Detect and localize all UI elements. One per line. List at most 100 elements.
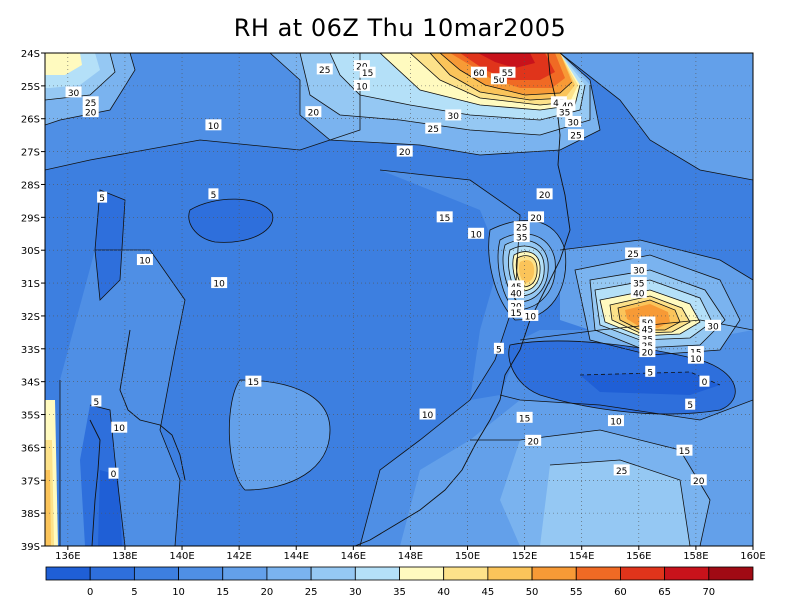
contour-label-bg	[91, 395, 102, 407]
colorbar-swatch	[531, 566, 577, 581]
contour-label-text: 45	[642, 326, 653, 336]
lat-tick-label: 34S	[21, 378, 40, 389]
contour-label-bg	[559, 99, 576, 111]
colorbar-label: 40	[437, 587, 450, 598]
contour-label-bg	[550, 96, 567, 108]
contour-label-text: 15	[248, 378, 259, 388]
contour-label: 15	[516, 411, 533, 424]
contour-label-bg	[516, 411, 533, 423]
lat-tick-label: 35S	[21, 411, 40, 422]
contour-label: 30	[705, 319, 722, 332]
contour-label-bg	[245, 375, 262, 387]
contour-label-text: 20	[308, 109, 320, 119]
colorbar-label: 25	[305, 587, 318, 598]
contour-label: 50	[490, 73, 507, 86]
contour-label-bg	[508, 280, 525, 292]
colorbar-swatch	[664, 566, 710, 581]
contour-label-text: 30	[707, 322, 719, 332]
contour-label-text: 30	[633, 266, 645, 276]
contour-label-bg	[690, 474, 707, 486]
contour-label: 45	[550, 96, 567, 109]
contour-label-bg	[513, 221, 530, 233]
contour-label-text: 35	[633, 280, 644, 290]
contour-label-bg	[97, 191, 108, 203]
contour-label-text: 10	[525, 312, 537, 322]
contour-label: 30	[65, 86, 82, 99]
contour-label-bg	[625, 247, 642, 259]
contour-label: 35	[513, 231, 530, 244]
contour-label: 10	[111, 421, 128, 434]
contour-label: 5	[685, 398, 696, 411]
lon-tick-label: 150E	[455, 551, 480, 562]
contour-label-text: 10	[610, 418, 622, 428]
contour-label: 25	[513, 221, 530, 234]
contour-label-bg	[419, 408, 436, 420]
contour-label-bg	[445, 109, 462, 121]
contour-label: 15	[676, 444, 693, 457]
contour-label-bg	[396, 145, 413, 157]
contour-label-bg	[705, 319, 722, 331]
contour-label-bg	[359, 66, 376, 78]
colorbar-label: 45	[482, 587, 495, 598]
map-frame	[44, 52, 754, 547]
contour-label-bg	[522, 309, 539, 321]
contour-label-bg	[556, 106, 573, 118]
contour-label-text: 15	[519, 414, 530, 424]
contour-label-bg	[536, 188, 553, 200]
lon-tick-label: 148E	[398, 551, 423, 562]
colorbar-label: 30	[349, 587, 362, 598]
contour-label: 15	[245, 375, 262, 388]
contour-label-text: 35	[516, 234, 527, 244]
lon-tick-label: 156E	[626, 551, 651, 562]
contour-label-text: 10	[690, 355, 702, 365]
lon-tick-label: 142E	[226, 551, 251, 562]
contour-label-text: 25	[616, 467, 627, 477]
lat-tick-label: 38S	[21, 509, 40, 520]
contour-label: 10	[607, 415, 624, 428]
contour-label: 10	[353, 79, 370, 92]
contour-label-text: 25	[428, 125, 439, 135]
contour-label-bg	[639, 339, 656, 351]
colorbar-label: 55	[570, 587, 583, 598]
contour-label-bg	[108, 467, 119, 479]
contour-label-bg	[82, 106, 99, 118]
colorbar-label: 5	[131, 587, 137, 598]
contour-label-text: 10	[213, 280, 225, 290]
colorbar-swatch	[178, 566, 224, 581]
contour-label-text: 20	[642, 349, 654, 359]
contour-label: 20	[305, 106, 322, 119]
contour-label: 30	[630, 263, 647, 276]
lat-tick-label: 33S	[21, 345, 40, 356]
colorbar-swatch	[443, 566, 489, 581]
contour-label-bg	[436, 211, 453, 223]
colorbar-label: 15	[216, 587, 229, 598]
contour-label-text: 0	[111, 470, 117, 480]
colorbar-label: 35	[393, 587, 406, 598]
contour-label: 20	[690, 474, 707, 487]
contour-label-text: 40	[633, 289, 645, 299]
colorbar-label: 10	[172, 587, 185, 598]
colorbar-swatch	[45, 566, 91, 581]
contour-label: 20	[82, 106, 99, 119]
contour-label-text: 15	[362, 69, 373, 79]
contour-label: 20	[396, 145, 413, 158]
lon-tick-label: 158E	[683, 551, 708, 562]
contour-label-bg	[565, 116, 582, 128]
contour-label: 25	[625, 247, 642, 260]
lon-tick-label: 144E	[284, 551, 309, 562]
colorbar-swatch	[620, 566, 666, 581]
contour-label-bg	[639, 332, 656, 344]
colorbar-swatch	[354, 566, 400, 581]
contour-label-text: 15	[679, 447, 690, 457]
contour-label: 15	[508, 306, 525, 319]
contour-label-text: 20	[530, 214, 542, 224]
contour-label-bg	[639, 346, 656, 358]
contour-label-text: 55	[502, 69, 513, 79]
colorbar-swatch	[487, 566, 533, 581]
lat-tick-label: 37S	[21, 476, 40, 487]
contour-label: 10	[211, 277, 228, 290]
contour-label-text: 5	[94, 398, 100, 408]
contour-label-text: 10	[470, 230, 482, 240]
contour-label-text: 0	[702, 378, 708, 388]
contour-label-text: 25	[516, 224, 527, 234]
